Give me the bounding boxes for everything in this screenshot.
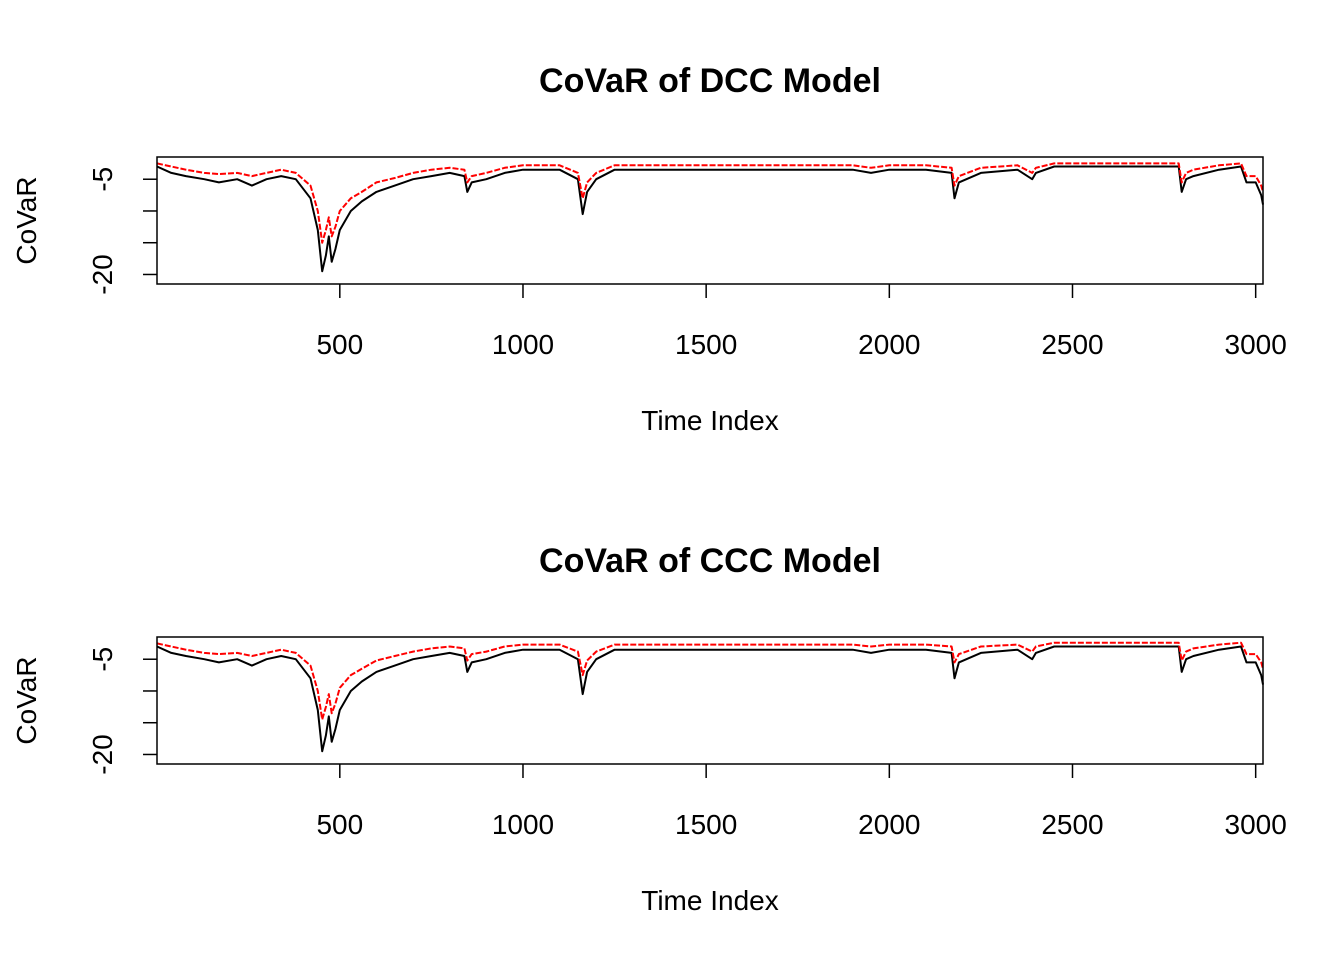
panel-2-xtick-label-2500: 2500 (1041, 809, 1103, 840)
panel-1-xtick-label-500: 500 (316, 329, 363, 360)
panel-1-title: CoVaR of DCC Model (539, 62, 881, 100)
panel-2-series-upper-line (156, 641, 1264, 721)
panel-1-series-upper-line (156, 162, 1264, 244)
panel-1-xtick-label-2500: 2500 (1041, 329, 1103, 360)
panel-1-xtick-label-3000: 3000 (1225, 329, 1287, 360)
panel-1-x-axis-label: Time Index (641, 405, 778, 436)
panel-1-xtick-label-2000: 2000 (858, 329, 920, 360)
panel-1-plot-frame (156, 156, 1264, 285)
panel-1-ytick-label-5: -5 (87, 167, 118, 192)
panel-1-xtick-label-1500: 1500 (675, 329, 737, 360)
panel-2-series-lower-line (156, 645, 1264, 753)
panel-2-y-axis-label: CoVaR (11, 656, 42, 744)
panel-1-y-axis-label: CoVaR (11, 176, 42, 264)
panel-2-xtick-label-3000: 3000 (1225, 809, 1287, 840)
panel-2-xtick-label-1000: 1000 (492, 809, 554, 840)
panel-2-plot-frame (156, 636, 1264, 765)
panel-1-xtick-label-1000: 1000 (492, 329, 554, 360)
panel-2-xtick-label-500: 500 (316, 809, 363, 840)
panel-1-ytick-label-20: -20 (87, 254, 118, 294)
panel-2-ytick-label-20: -20 (87, 734, 118, 774)
panel-2-ytick-label-5: -5 (87, 647, 118, 672)
panel-2-x-axis-label: Time Index (641, 885, 778, 916)
panel-1-series-lower-line (156, 165, 1264, 273)
panel-2-xtick-label-2000: 2000 (858, 809, 920, 840)
panel-2-title: CoVaR of CCC Model (539, 542, 881, 580)
panel-2-xtick-label-1500: 1500 (675, 809, 737, 840)
